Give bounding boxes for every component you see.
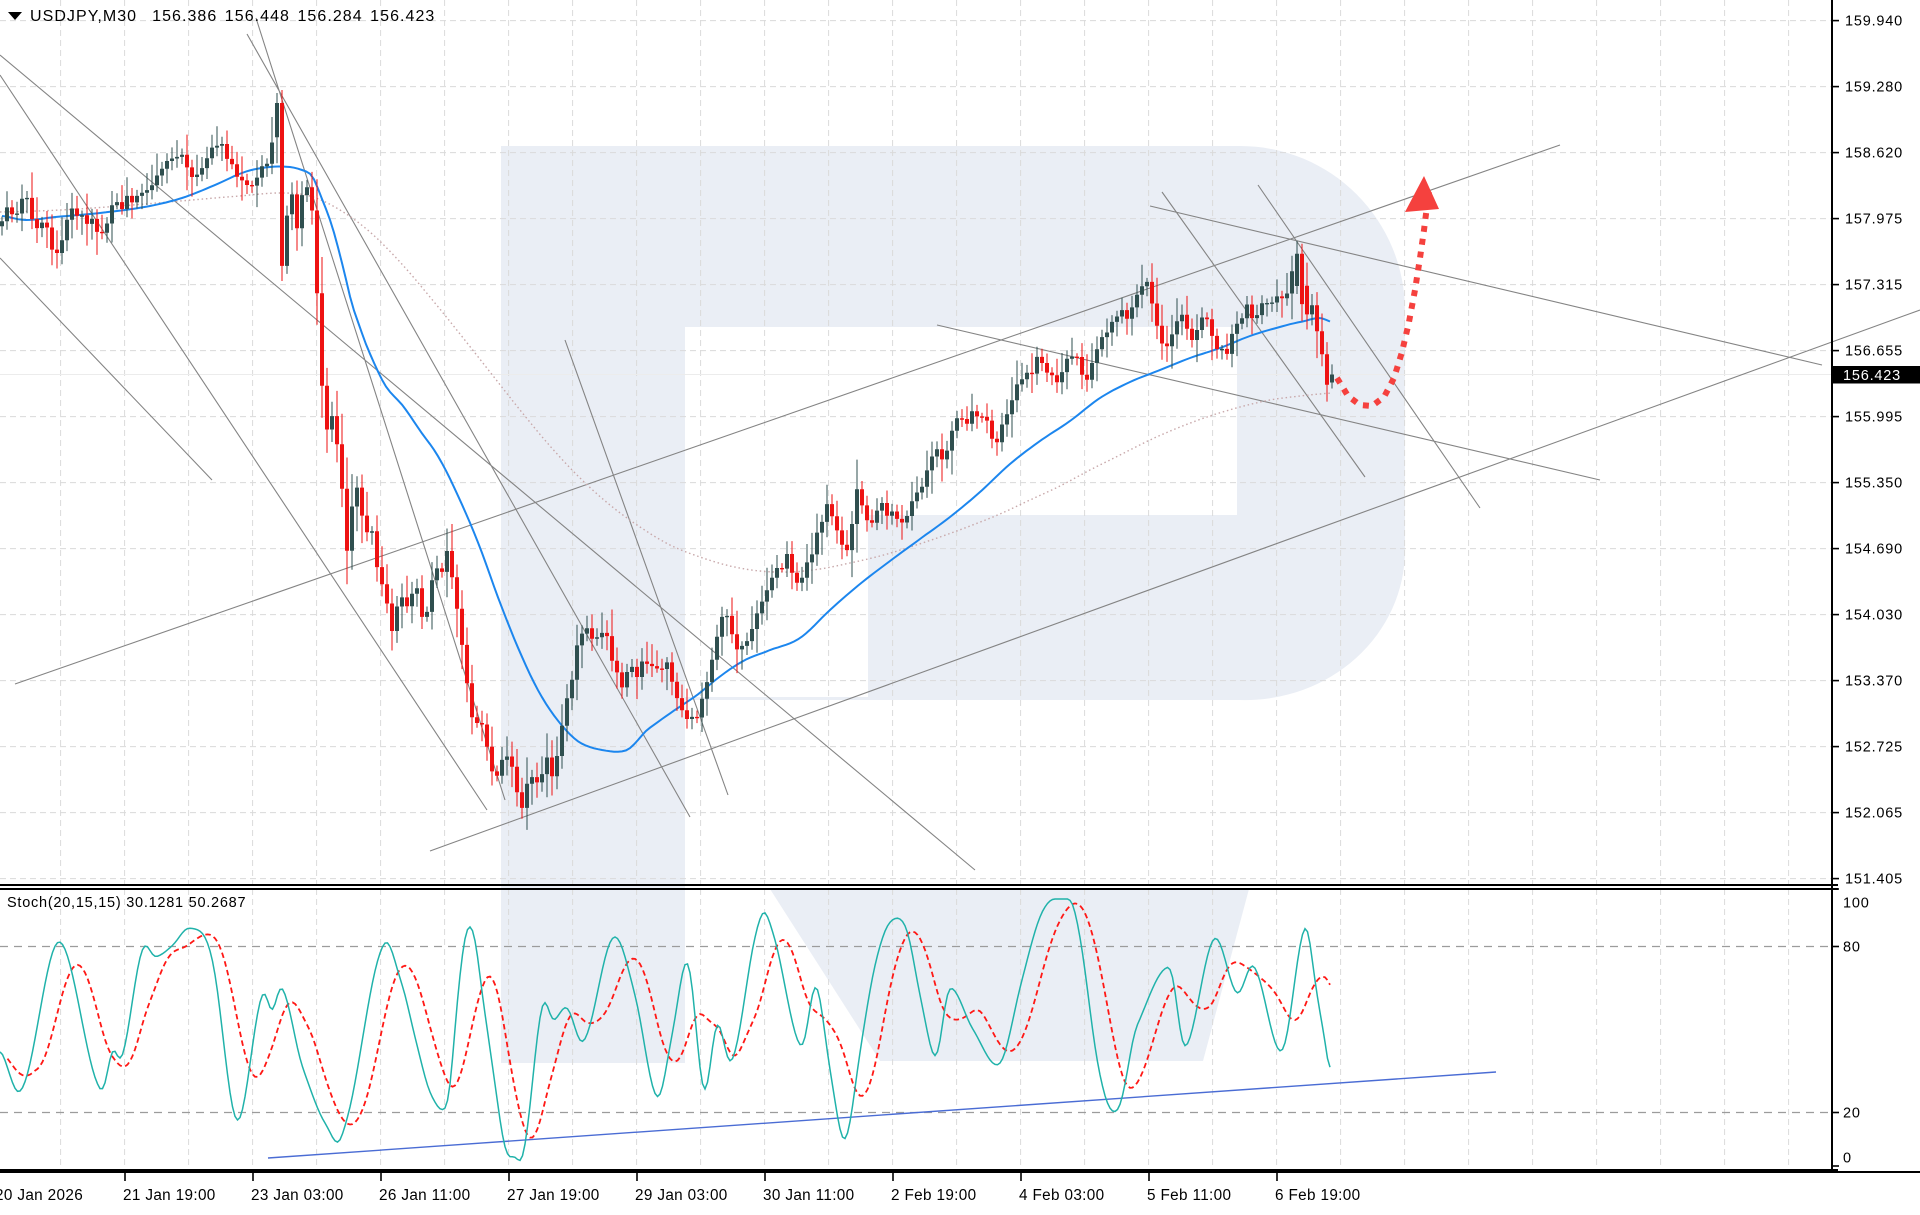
svg-text:153.370: 153.370 (1845, 674, 1903, 690)
svg-text:159.940: 159.940 (1845, 14, 1903, 30)
svg-text:5 Feb 11:00: 5 Feb 11:00 (1147, 1187, 1231, 1204)
svg-text:152.725: 152.725 (1845, 740, 1903, 756)
svg-text:154.030: 154.030 (1845, 608, 1903, 624)
svg-text:29 Jan 03:00: 29 Jan 03:00 (635, 1187, 728, 1204)
svg-text:80: 80 (1843, 940, 1861, 956)
svg-text:USDJPY,M30 156.386 156.448 15: USDJPY,M30 156.386 156.448 156.284 156.4… (30, 8, 435, 25)
svg-text:152.065: 152.065 (1845, 806, 1903, 822)
svg-text:156.423: 156.423 (1843, 368, 1901, 384)
svg-text:20: 20 (1843, 1106, 1861, 1122)
svg-text:Stoch(20,15,15) 30.1281 50.268: Stoch(20,15,15) 30.1281 50.2687 (7, 895, 246, 911)
svg-text:155.995: 155.995 (1845, 410, 1903, 426)
svg-text:156.655: 156.655 (1845, 344, 1903, 360)
svg-text:6 Feb 19:00: 6 Feb 19:00 (1275, 1187, 1361, 1204)
svg-text:151.405: 151.405 (1845, 872, 1903, 888)
svg-text:26 Jan 11:00: 26 Jan 11:00 (379, 1187, 471, 1204)
svg-text:157.975: 157.975 (1845, 212, 1903, 228)
svg-text:4 Feb 03:00: 4 Feb 03:00 (1019, 1187, 1105, 1204)
svg-text:158.620: 158.620 (1845, 146, 1903, 162)
svg-text:30 Jan 11:00: 30 Jan 11:00 (763, 1187, 855, 1204)
svg-text:157.315: 157.315 (1845, 278, 1903, 294)
svg-text:100: 100 (1843, 896, 1870, 912)
svg-text:23 Jan 03:00: 23 Jan 03:00 (251, 1187, 344, 1204)
svg-text:2 Feb 19:00: 2 Feb 19:00 (891, 1187, 977, 1204)
svg-text:154.690: 154.690 (1845, 542, 1903, 558)
svg-text:159.280: 159.280 (1845, 80, 1903, 96)
svg-text:27 Jan 19:00: 27 Jan 19:00 (507, 1187, 600, 1204)
svg-text:20 Jan 2026: 20 Jan 2026 (0, 1187, 83, 1204)
svg-text:21 Jan 19:00: 21 Jan 19:00 (123, 1187, 216, 1204)
svg-text:0: 0 (1843, 1151, 1852, 1167)
svg-text:155.350: 155.350 (1845, 476, 1903, 492)
